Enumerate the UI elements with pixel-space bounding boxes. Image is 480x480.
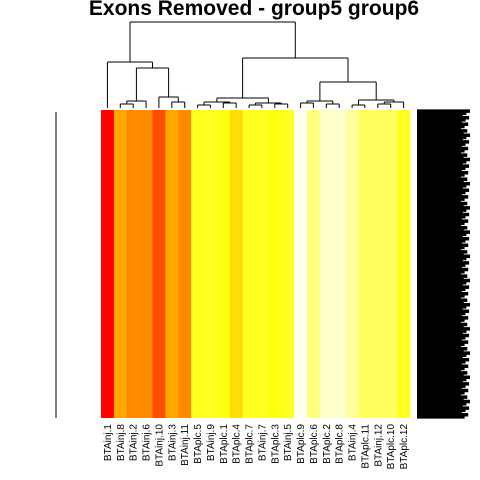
- column-label: BTAplc.5: [193, 424, 204, 464]
- heatmap-cell: [191, 110, 205, 418]
- column-label: BTAinj.11: [180, 424, 191, 466]
- heatmap-cell: [255, 110, 269, 418]
- heatmap-cell: [294, 110, 308, 418]
- heatmap-cell: [229, 110, 244, 418]
- heatmap-cells: [101, 110, 411, 418]
- heatmap-cell: [152, 110, 166, 418]
- column-label: BTAplc.3: [270, 424, 281, 464]
- heatmap-cell: [332, 110, 347, 418]
- heatmap-cell: [371, 110, 385, 418]
- heatmap-cell: [178, 110, 192, 418]
- column-label: BTAinj.8: [116, 424, 127, 461]
- column-label: BTAinj.3: [167, 424, 178, 461]
- heatmap-cell: [384, 110, 398, 418]
- column-labels: BTAinj.1 BTAinj.8 BTAinj.2 BTAinj.6 BTAinj.1…: [103, 424, 410, 470]
- heatmap-cell: [126, 110, 141, 418]
- column-label: BTAinj.4: [348, 424, 359, 461]
- heatmap-cell: [268, 110, 282, 418]
- column-label: BTAplc.1: [219, 424, 230, 464]
- column-label: BTAplc.12: [399, 424, 410, 470]
- heatmap-cell: [281, 110, 295, 418]
- row-labels: [417, 109, 470, 419]
- heatmap-cell: [216, 110, 231, 418]
- heatmap-cell: [307, 110, 321, 418]
- column-label: BTAplc.7: [245, 424, 256, 464]
- heatmap-cell: [358, 110, 372, 418]
- column-label: BTAinj.7: [257, 424, 268, 461]
- column-dendrogram: [106, 21, 405, 108]
- column-label: BTAinj.1: [103, 424, 114, 461]
- column-label: BTAplc.4: [232, 424, 243, 464]
- column-label: BTAplc.11: [360, 424, 371, 469]
- heatmap-cell: [101, 110, 115, 418]
- column-label: BTAplc.2: [322, 424, 333, 464]
- heatmap-cell: [165, 110, 179, 418]
- column-label: BTAinj.12: [373, 424, 384, 467]
- heatmap-cell: [345, 110, 359, 418]
- column-label: BTAplc.6: [309, 424, 320, 464]
- heatmap-cell: [139, 110, 153, 418]
- column-label: BTAplc.8: [335, 424, 346, 464]
- heatmap-cell: [397, 110, 411, 418]
- heatmap-cell: [204, 110, 218, 418]
- chart-title: Exons Removed - group5 group6: [89, 0, 419, 20]
- column-label: BTAinj.6: [142, 424, 153, 461]
- column-label: BTAinj.9: [206, 424, 217, 461]
- column-label: BTAinj.2: [129, 424, 140, 461]
- column-label: BTAinj.5: [283, 424, 294, 461]
- heatmap-cell: [242, 110, 256, 418]
- heatmap-cell: [113, 110, 128, 418]
- column-label: BTAplc.9: [296, 424, 307, 464]
- column-label: BTAinj.10: [154, 424, 165, 467]
- heatmap-cell: [319, 110, 334, 418]
- column-label: BTAplc.10: [386, 424, 397, 470]
